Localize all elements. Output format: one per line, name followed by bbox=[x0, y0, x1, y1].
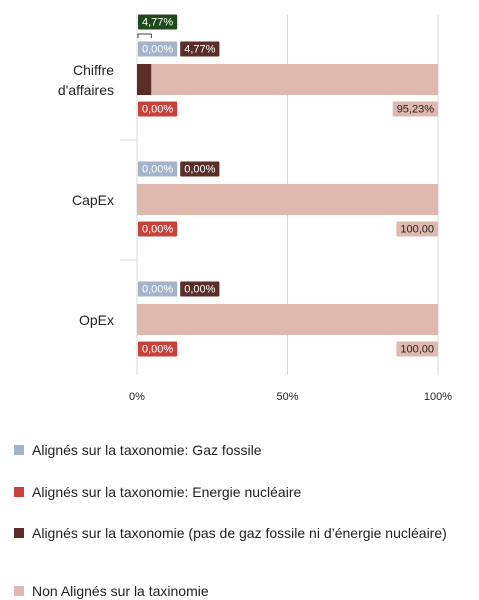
value-label: 0,00% bbox=[138, 161, 178, 177]
label-box bbox=[138, 341, 178, 357]
value-label: 0,00% bbox=[138, 221, 178, 237]
bar-segment bbox=[137, 184, 438, 215]
legend-item: Alignés sur la taxonomie: Energie nucléa… bbox=[14, 484, 474, 501]
bar-segment bbox=[137, 304, 438, 335]
x-tick-label: 100% bbox=[424, 391, 452, 403]
value-label: 0,00% bbox=[138, 101, 178, 117]
legend-item: Alignés sur la taxonomie: Gaz fossile bbox=[14, 442, 474, 459]
legend-text: Alignés sur la taxonomie (pas de gaz fos… bbox=[32, 525, 447, 541]
legend-text: Alignés sur la taxonomie: Gaz fossile bbox=[32, 442, 262, 458]
annotation: 4,77% bbox=[138, 14, 178, 30]
label-text: 4,77% bbox=[142, 16, 173, 28]
label-box bbox=[138, 281, 178, 297]
legend-text: Alignés sur la taxonomie: Energie nucléa… bbox=[32, 484, 302, 500]
legend-swatch bbox=[14, 586, 24, 596]
value-label: 100,00 bbox=[396, 221, 438, 237]
value-label: 0,00% bbox=[138, 341, 178, 357]
legend-swatch bbox=[14, 487, 24, 497]
label-box bbox=[138, 101, 178, 117]
label-box bbox=[396, 341, 438, 357]
category-label: OpEx bbox=[78, 312, 114, 328]
label-text: 0,00% bbox=[142, 343, 173, 355]
value-label: 0,00% bbox=[138, 281, 178, 297]
category-label: CapEx bbox=[71, 192, 114, 208]
bar-segment bbox=[151, 64, 438, 95]
label-box bbox=[138, 41, 178, 57]
label-text: 0,00% bbox=[142, 163, 173, 175]
legend-item: Alignés sur la taxonomie (pas de gaz fos… bbox=[14, 525, 474, 542]
value-label: 0,00% bbox=[138, 41, 178, 57]
value-label: 100,00 bbox=[396, 341, 438, 357]
label-box bbox=[396, 221, 438, 237]
label-text: 0,00% bbox=[142, 223, 173, 235]
label-box bbox=[180, 41, 220, 57]
label-text: 4,77% bbox=[184, 43, 215, 55]
label-text: 0,00% bbox=[184, 163, 215, 175]
label-text: 0,00% bbox=[142, 43, 173, 55]
x-tick-label: 0% bbox=[129, 391, 145, 403]
label-box bbox=[138, 221, 178, 237]
label-text: 100,00 bbox=[400, 223, 434, 235]
legend-item: Non Alignés sur la taxinomie bbox=[14, 583, 474, 600]
label-text: 95,23% bbox=[397, 103, 435, 115]
x-tick-label: 50% bbox=[276, 391, 298, 403]
label-text: 0,00% bbox=[142, 103, 173, 115]
label-text: 0,00% bbox=[184, 283, 215, 295]
annotation-bracket bbox=[137, 33, 152, 38]
value-label: 0,00% bbox=[180, 281, 220, 297]
value-label: 0,00% bbox=[180, 161, 220, 177]
label-text: 0,00% bbox=[142, 283, 173, 295]
value-label: 4,77% bbox=[180, 41, 220, 57]
legend-swatch bbox=[14, 445, 24, 455]
bar-segment bbox=[137, 64, 152, 95]
label-box bbox=[180, 281, 220, 297]
category-label: Chiffre d'affaires bbox=[57, 62, 114, 98]
label-box bbox=[180, 161, 220, 177]
legend-text: Non Alignés sur la taxinomie bbox=[32, 583, 209, 599]
value-label: 95,23% bbox=[392, 101, 438, 117]
label-box bbox=[138, 14, 178, 30]
label-box bbox=[392, 101, 438, 117]
label-box bbox=[138, 161, 178, 177]
chart: 0% 50% 100% 0,00% 4,77% 0,00% 95,23% 0,00% 0,00%… bbox=[120, 14, 452, 403]
label-text: 100,00 bbox=[400, 343, 434, 355]
legend-swatch bbox=[14, 528, 24, 538]
